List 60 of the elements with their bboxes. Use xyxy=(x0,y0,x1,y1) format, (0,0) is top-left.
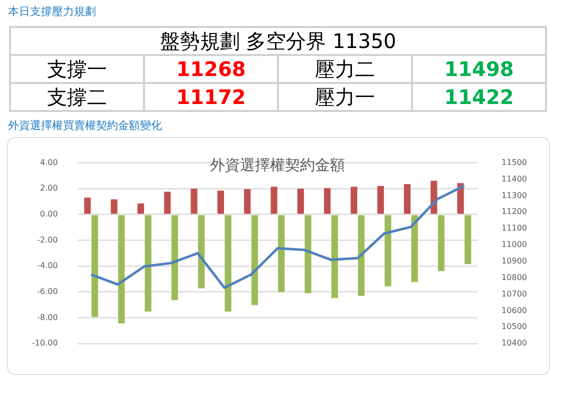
y2-tick-label: 10600 xyxy=(502,306,528,315)
bar xyxy=(224,215,232,312)
text: 支撐二 xyxy=(10,83,144,111)
y2-tick-label: 10700 xyxy=(502,289,528,298)
bar xyxy=(137,203,144,214)
chart-title: 外資選擇權契約金額 xyxy=(210,156,346,174)
bar xyxy=(198,215,205,288)
y2-tick-label: 11200 xyxy=(502,207,528,216)
text: 壓力二 xyxy=(278,55,412,83)
y2-tick-label: 11500 xyxy=(502,158,528,167)
text: 11422 xyxy=(412,83,546,111)
y2-tick-label: 10800 xyxy=(502,272,528,282)
y2-tick-label: 10500 xyxy=(502,322,528,332)
y2-tick-label: 11000 xyxy=(502,240,528,250)
bar xyxy=(411,215,418,282)
bar xyxy=(404,184,411,214)
bar xyxy=(84,198,91,214)
y-tick-label: 0.00 xyxy=(40,210,58,219)
bar xyxy=(144,215,152,312)
bar xyxy=(350,186,358,214)
text: 11498 xyxy=(412,55,546,83)
y-tick-label: -2.00 xyxy=(37,235,58,244)
y-tick-label: -10.00 xyxy=(32,338,58,348)
bar xyxy=(377,186,384,214)
bar xyxy=(278,215,285,292)
bar xyxy=(358,215,365,296)
y-tick-label: -6.00 xyxy=(37,287,58,296)
bar xyxy=(384,215,392,286)
bar xyxy=(118,215,125,324)
y-tick-label: -4.00 xyxy=(37,261,58,270)
bar xyxy=(331,215,338,298)
bar xyxy=(304,215,312,294)
text: 壓力一 xyxy=(278,83,412,111)
y-tick-label: -8.00 xyxy=(37,312,58,322)
chart-subtitle: 外資選擇權買賣權契約金額變化 xyxy=(8,118,163,134)
text: 支撐一 xyxy=(10,55,144,83)
bar xyxy=(110,199,118,214)
bar xyxy=(164,192,171,214)
bar xyxy=(324,188,331,214)
text: 盤勢規劃 多空分界 11350 xyxy=(10,27,546,55)
bar xyxy=(217,190,224,214)
bar xyxy=(91,215,98,317)
y2-tick-label: 10400 xyxy=(502,338,528,348)
y2-tick-label: 11100 xyxy=(502,224,528,233)
y2-tick-label: 11300 xyxy=(502,190,528,200)
bar xyxy=(464,215,472,264)
bar xyxy=(270,186,278,214)
text: 11268 xyxy=(144,55,278,83)
bar xyxy=(171,215,178,300)
bar xyxy=(438,215,445,272)
y-tick-label: 2.00 xyxy=(40,184,58,193)
text: 本日支撐壓力規劃 xyxy=(8,4,97,20)
text: 11172 xyxy=(144,83,278,111)
y-tick-label: 4.00 xyxy=(40,158,58,167)
y2-tick-label: 11400 xyxy=(502,174,528,184)
bar xyxy=(297,188,304,214)
bar xyxy=(251,215,258,306)
y2-tick-label: 10900 xyxy=(502,256,528,266)
bar xyxy=(244,189,251,214)
bar xyxy=(190,188,198,214)
